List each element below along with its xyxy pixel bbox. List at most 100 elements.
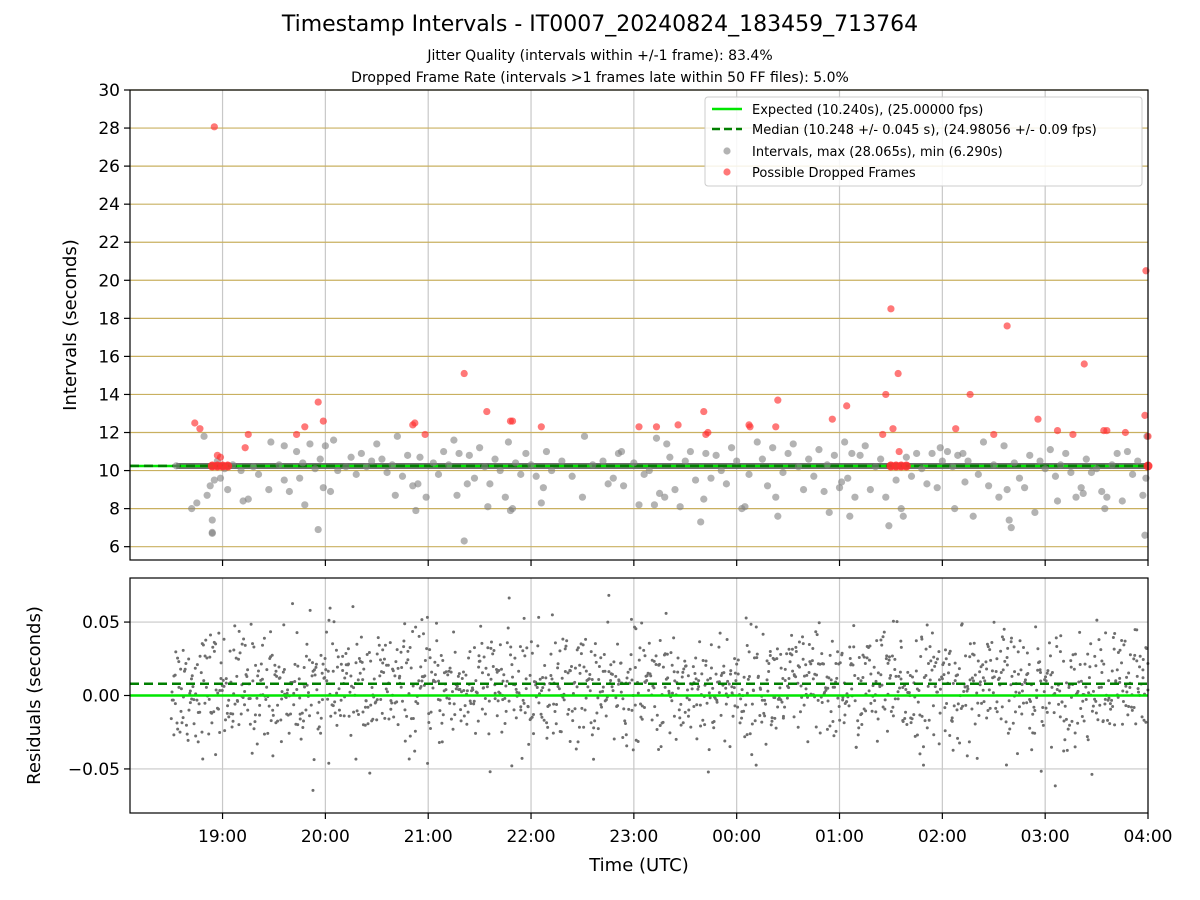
residual-point — [495, 668, 499, 672]
residual-point — [836, 696, 840, 700]
residual-point — [588, 672, 592, 676]
residual-point — [668, 731, 672, 735]
residual-point — [630, 678, 634, 682]
residual-point — [446, 673, 450, 677]
residual-point — [196, 740, 200, 744]
residual-point — [509, 645, 513, 649]
residual-point — [313, 673, 317, 677]
residual-point — [790, 647, 794, 651]
residual-point — [826, 686, 830, 690]
residual-point — [404, 661, 408, 665]
residual-point — [629, 617, 633, 621]
residual-point — [183, 667, 187, 671]
residual-point — [639, 702, 643, 706]
interval-point — [630, 459, 638, 467]
legend-box — [704, 96, 1143, 187]
residual-point — [705, 701, 709, 705]
residual-point — [566, 712, 570, 716]
residual-point — [753, 719, 757, 723]
residual-point — [593, 653, 597, 657]
interval-point — [846, 512, 854, 520]
residual-point — [309, 703, 313, 707]
residual-point — [351, 605, 355, 609]
residual-point — [891, 705, 895, 709]
residual-point — [1013, 710, 1017, 714]
residual-point — [659, 745, 663, 749]
residual-point — [584, 696, 588, 700]
interval-point — [1141, 531, 1149, 539]
residual-point — [625, 676, 629, 680]
interval-point — [837, 478, 846, 486]
residual-point — [425, 647, 429, 651]
residual-point — [592, 757, 596, 761]
residual-point — [981, 688, 985, 692]
residual-point — [661, 665, 665, 669]
interval-point — [835, 484, 844, 492]
residual-point — [744, 703, 748, 707]
residual-point — [616, 642, 620, 646]
residual-point — [451, 727, 455, 731]
interval-point — [733, 457, 741, 465]
interval-point — [652, 434, 661, 442]
interval-point — [810, 472, 818, 480]
y-tick-label: 30 — [98, 81, 120, 101]
residual-point — [421, 632, 425, 636]
residual-point — [1087, 676, 1091, 680]
residual-point — [188, 701, 192, 705]
residual-point — [1141, 668, 1145, 672]
residual-point — [826, 699, 830, 703]
interval-point — [727, 444, 736, 452]
residual-point — [1114, 679, 1118, 683]
residual-point — [1009, 640, 1013, 644]
interval-point — [650, 501, 659, 509]
interval-point — [943, 447, 952, 456]
residual-point — [287, 731, 291, 735]
residual-point — [637, 658, 641, 662]
interval-point — [296, 474, 304, 482]
residual-point — [549, 652, 553, 656]
residual-point — [715, 700, 719, 704]
residual-point — [947, 662, 951, 666]
residual-point — [978, 683, 982, 687]
residual-point — [857, 726, 861, 730]
residual-point — [592, 726, 596, 730]
residual-point — [623, 719, 627, 723]
interval-point — [200, 432, 208, 440]
residual-point — [976, 659, 980, 663]
residual-point — [667, 691, 671, 695]
residual-point — [482, 655, 486, 659]
residual-point — [928, 678, 932, 682]
residual-point — [742, 675, 746, 679]
residual-point — [312, 758, 316, 762]
residual-point — [536, 644, 540, 648]
residual-point — [378, 658, 382, 662]
residual-point — [512, 708, 516, 712]
residual-point — [1134, 722, 1138, 726]
dropped-frame-point — [1080, 360, 1088, 368]
interval-point — [820, 487, 828, 496]
residual-point — [1062, 719, 1066, 723]
interval-point — [877, 455, 885, 463]
residual-point — [967, 740, 971, 744]
residual-point — [223, 718, 227, 722]
interval-point — [237, 466, 245, 475]
residual-point — [774, 726, 778, 730]
residual-point — [1138, 665, 1142, 669]
residual-point — [452, 702, 456, 706]
residual-point — [281, 670, 285, 674]
residual-point — [655, 728, 659, 732]
residual-point — [1113, 723, 1117, 727]
residual-point — [1104, 631, 1108, 635]
residual-point — [968, 655, 972, 659]
dropped-frame-point — [421, 430, 429, 439]
residual-point — [921, 745, 925, 749]
residual-point — [207, 697, 211, 701]
residual-point — [642, 706, 646, 710]
residual-point — [1035, 688, 1039, 692]
interval-point — [951, 505, 959, 513]
interval-point — [763, 482, 772, 490]
residual-point — [233, 624, 237, 628]
dropped-frame-point — [210, 123, 218, 131]
residual-point — [289, 712, 293, 716]
residual-point — [382, 657, 386, 661]
